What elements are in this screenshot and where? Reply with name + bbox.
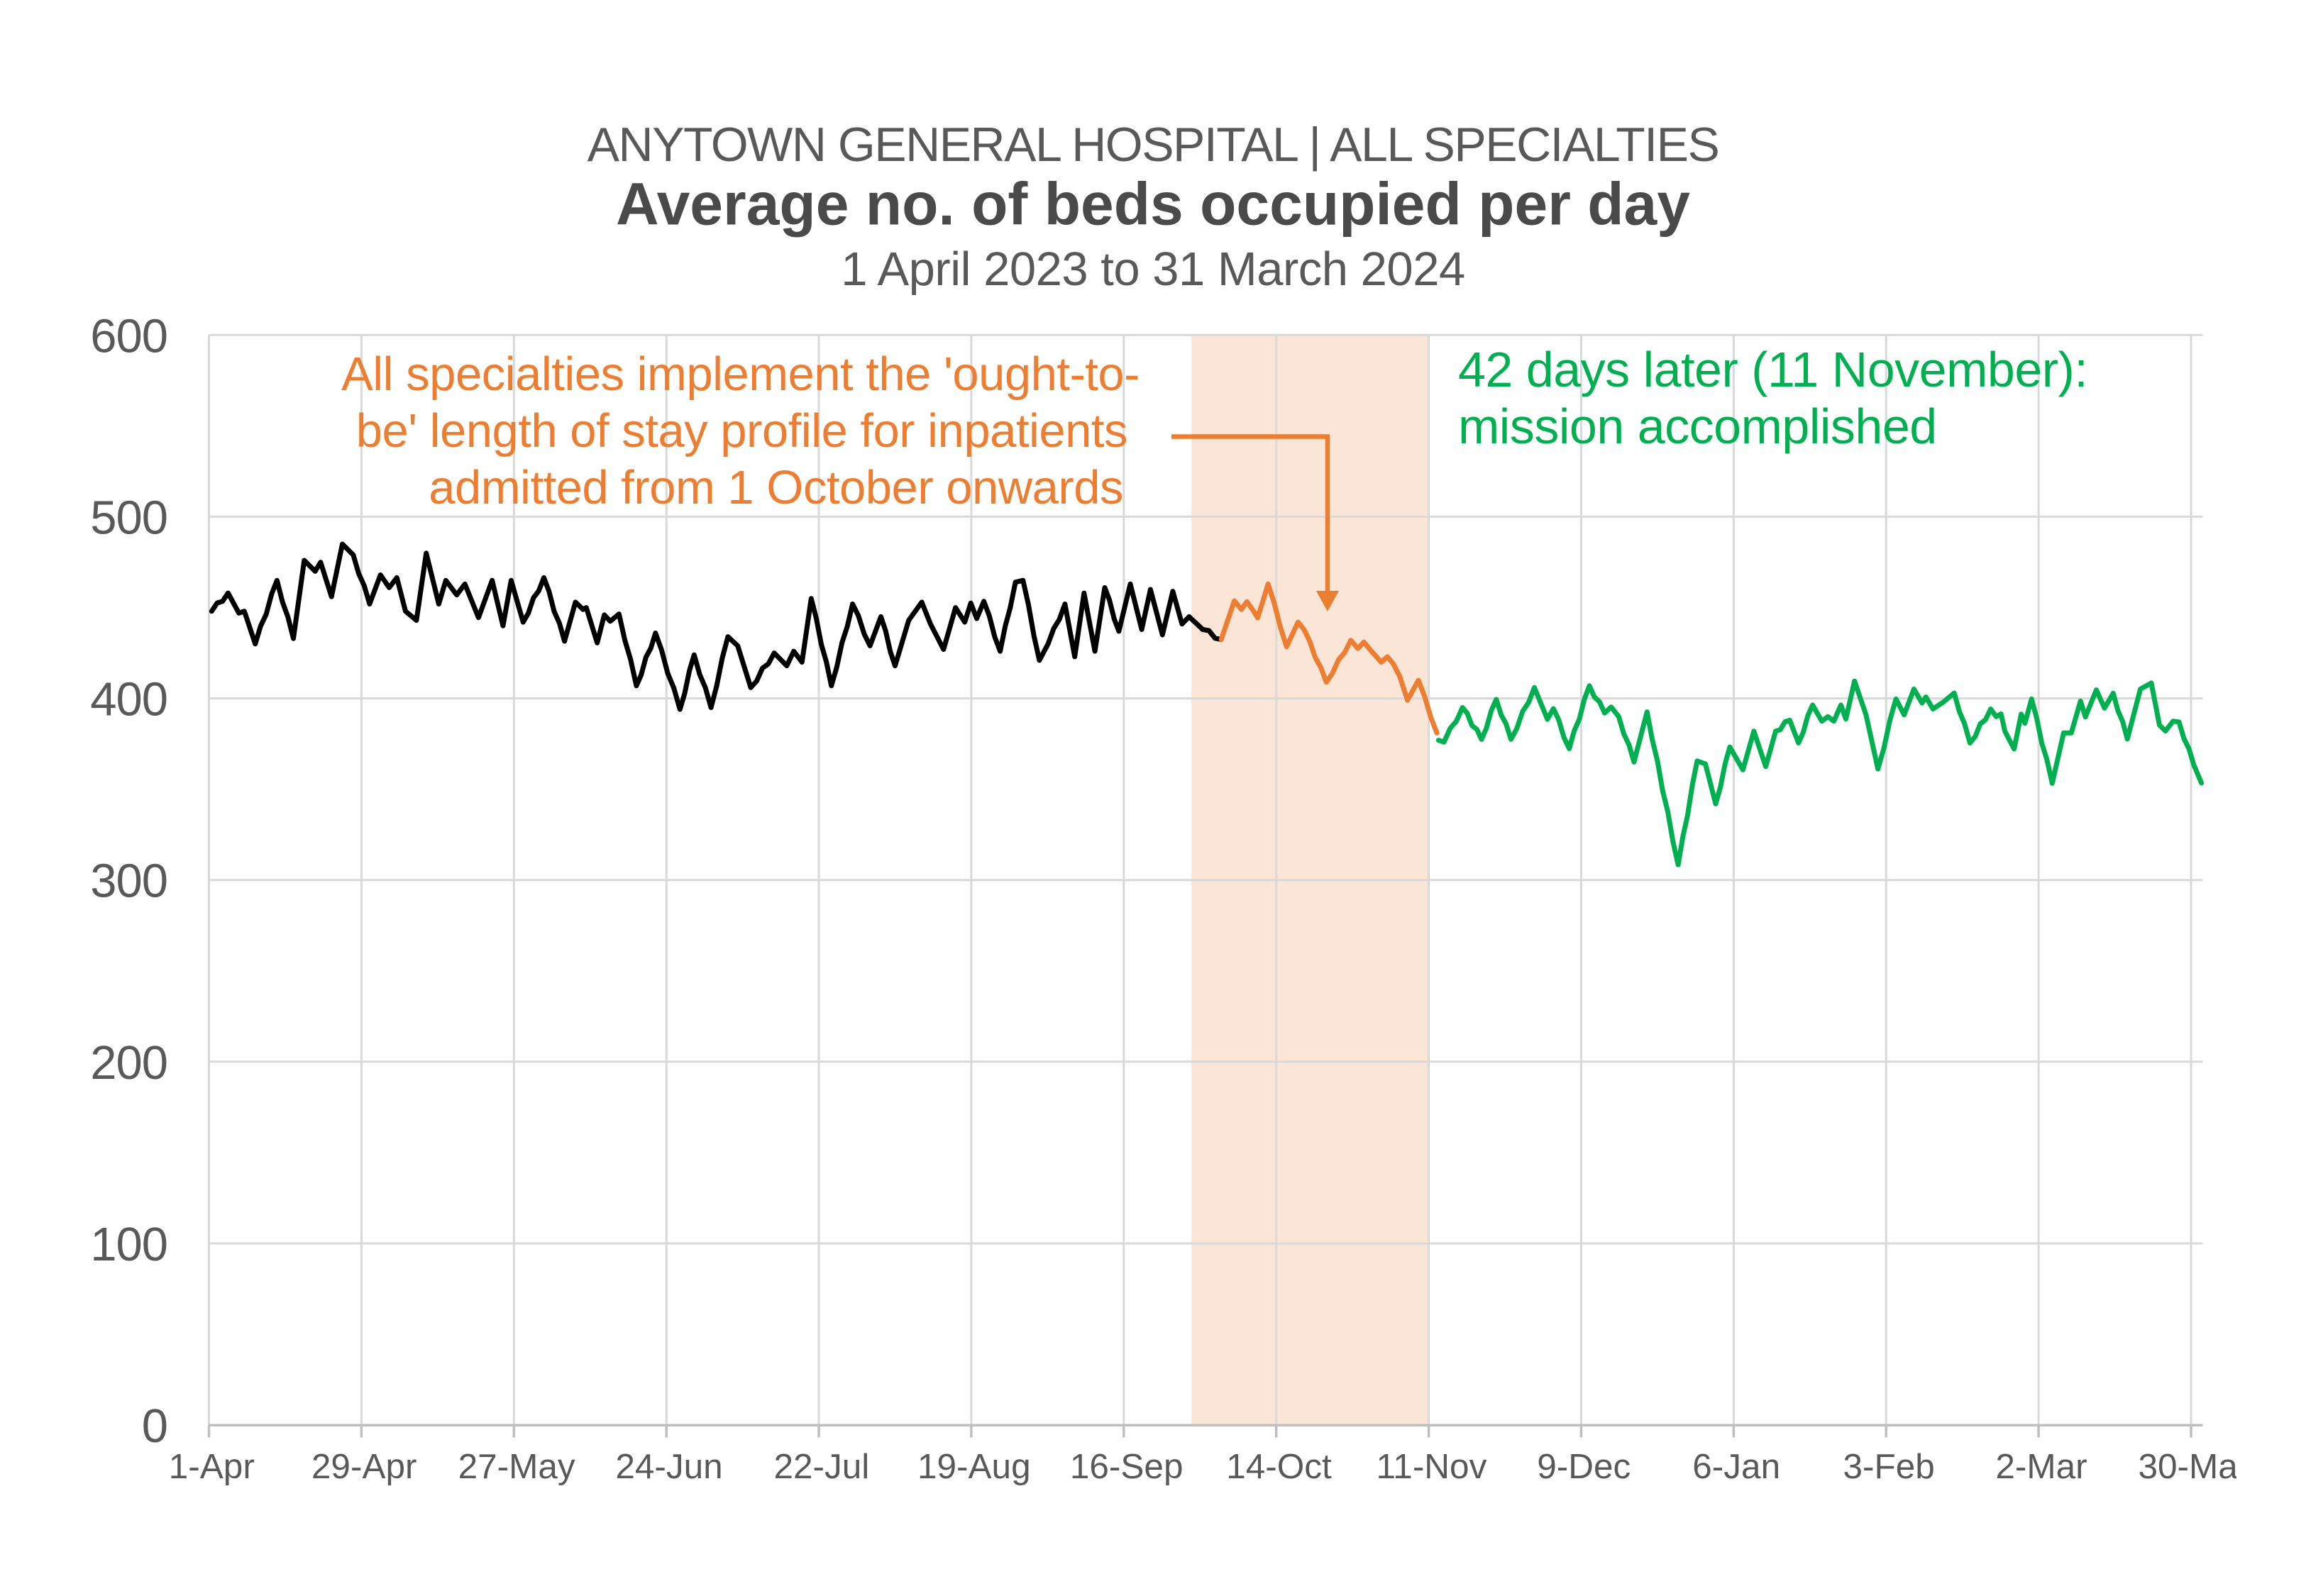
svg-text:200: 200 <box>90 1036 167 1090</box>
svg-text:2-Mar: 2-Mar <box>1995 1447 2087 1486</box>
svg-text:1-Apr: 1-Apr <box>169 1447 255 1486</box>
svg-text:mission accomplished: mission accomplished <box>1458 399 1937 454</box>
svg-text:400: 400 <box>90 673 167 726</box>
svg-text:11-Nov: 11-Nov <box>1376 1447 1486 1486</box>
svg-text:16-Sep: 16-Sep <box>1070 1447 1184 1486</box>
svg-text:9-Dec: 9-Dec <box>1537 1447 1631 1486</box>
svg-text:300: 300 <box>90 855 167 908</box>
svg-text:100: 100 <box>90 1218 167 1271</box>
svg-text:500: 500 <box>90 491 167 544</box>
svg-text:All specialties implement the: All specialties implement the 'ought-to- <box>341 348 1140 401</box>
svg-text:admitted from 1 October onward: admitted from 1 October onwards <box>429 461 1123 514</box>
svg-text:19-Aug: 19-Aug <box>917 1447 1031 1486</box>
svg-text:600: 600 <box>90 309 167 362</box>
svg-text:6-Jan: 6-Jan <box>1692 1447 1780 1486</box>
svg-text:22-Jul: 22-Jul <box>773 1447 869 1486</box>
svg-text:27-May: 27-May <box>458 1447 575 1486</box>
svg-text:3-Feb: 3-Feb <box>1843 1447 1934 1486</box>
svg-text:0: 0 <box>142 1400 167 1453</box>
svg-text:14-Oct: 14-Oct <box>1226 1447 1332 1486</box>
svg-text:29-Apr: 29-Apr <box>311 1447 417 1486</box>
svg-text:30-Mar: 30-Mar <box>2139 1447 2250 1486</box>
svg-text:1 April 2023 to 31 March 2024: 1 April 2023 to 31 March 2024 <box>841 243 1464 296</box>
svg-text:be' length of stay profile for: be' length of stay profile for inpatient… <box>356 404 1127 458</box>
svg-text:ANYTOWN GENERAL HOSPITAL | ALL: ANYTOWN GENERAL HOSPITAL | ALL SPECIALTI… <box>587 118 1719 172</box>
svg-text:42 days later (11 November):: 42 days later (11 November): <box>1458 342 2087 397</box>
svg-text:Average no. of beds occupied p: Average no. of beds occupied per day <box>616 171 1690 238</box>
svg-text:24-Jun: 24-Jun <box>615 1447 722 1486</box>
